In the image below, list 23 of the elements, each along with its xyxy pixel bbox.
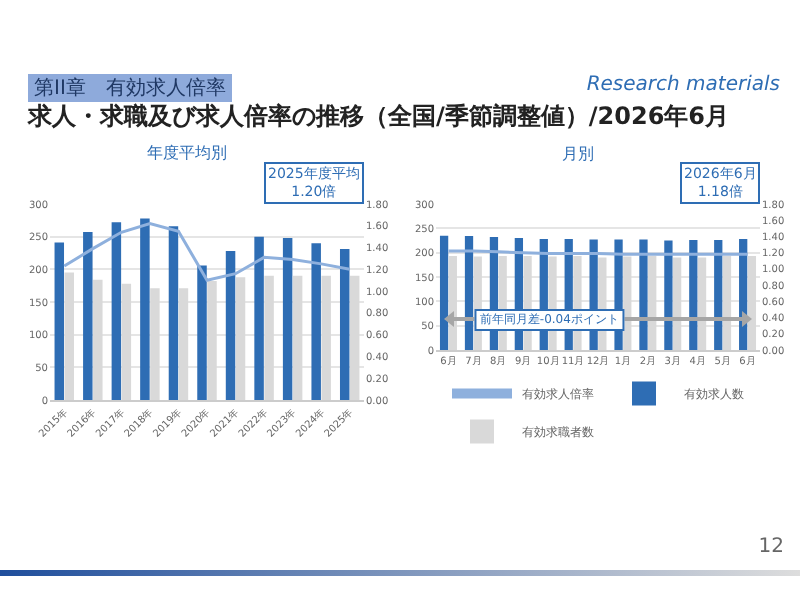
text: Research materials <box>586 74 780 96</box>
bar <box>339 249 350 400</box>
chart-title: 年度平均別 <box>146 144 227 163</box>
bar <box>225 251 236 400</box>
bar <box>689 240 698 350</box>
bar <box>439 235 449 350</box>
bar <box>140 218 150 400</box>
bar <box>664 240 673 350</box>
bar <box>54 242 65 400</box>
bar <box>83 232 93 400</box>
line-series <box>62 222 352 282</box>
bar <box>197 265 207 400</box>
chart-title: 月別 <box>562 144 595 163</box>
text: 求人・求職及び求人倍率の推移（全国/季節調整値）/2026年6月 <box>28 100 730 134</box>
bar <box>168 226 179 400</box>
bar <box>282 237 293 400</box>
bar <box>111 222 122 400</box>
bar <box>311 243 321 400</box>
bar <box>714 240 723 350</box>
bar <box>254 236 264 400</box>
text: 12 <box>758 536 784 558</box>
text: 第II章 有効求人倍率 <box>28 74 232 102</box>
bar <box>639 239 648 350</box>
